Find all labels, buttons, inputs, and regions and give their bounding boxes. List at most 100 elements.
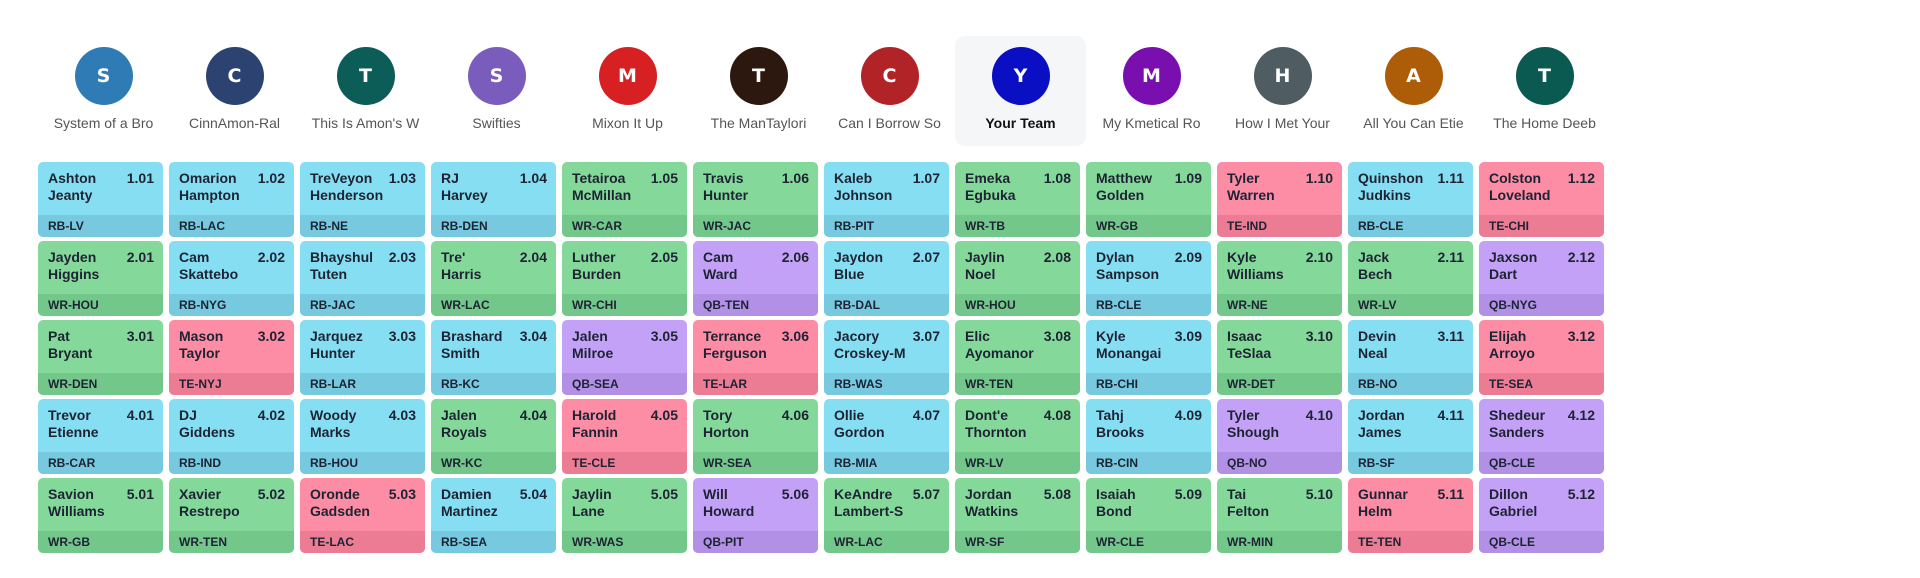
nfl-team-label: NYJ: [198, 377, 222, 391]
team-column-12[interactable]: T The Home Deeb: [1479, 36, 1610, 146]
player-name: Shedeur Sanders: [1489, 407, 1546, 440]
pick-card[interactable]: Mason Taylor 3.02 TE-NYJ: [169, 320, 294, 395]
pick-card[interactable]: Kyle Monangai 3.09 RB-CHI: [1086, 320, 1211, 395]
pick-card[interactable]: Tyler Shough 4.10 QB-NO: [1217, 399, 1342, 474]
pick-card[interactable]: TreVeyon Henderson 1.03 RB-NE: [300, 162, 425, 237]
position-team-label: RB-JAC: [300, 294, 425, 316]
pick-card[interactable]: Dont'e Thornton 4.08 WR-LV: [955, 399, 1080, 474]
team-column-4[interactable]: S Swifties: [431, 36, 562, 146]
player-name: Bhayshul Tuten: [310, 249, 374, 282]
pick-card[interactable]: Jarquez Hunter 3.03 RB-LAR: [300, 320, 425, 395]
pick-number: 4.03: [388, 407, 416, 423]
pick-card[interactable]: Jalen Royals 4.04 WR-KC: [431, 399, 556, 474]
pick-card[interactable]: Quinshon Judkins 1.11 RB-CLE: [1348, 162, 1473, 237]
pick-card[interactable]: Brashard Smith 3.04 RB-KC: [431, 320, 556, 395]
pick-number: 5.09: [1174, 486, 1202, 502]
team-column-3[interactable]: T This Is Amon's W: [300, 36, 431, 146]
pick-card[interactable]: DJ Giddens 4.02 RB-IND: [169, 399, 294, 474]
pick-card[interactable]: Elijah Arroyo 3.12 TE-SEA: [1479, 320, 1604, 395]
pick-card[interactable]: Kyle Williams 2.10 WR-NE: [1217, 241, 1342, 316]
pick-card[interactable]: Cam Skattebo 2.02 RB-NYG: [169, 241, 294, 316]
pick-card[interactable]: Jordan Watkins 5.08 WR-SF: [955, 478, 1080, 553]
team-column-9[interactable]: M My Kmetical Ro: [1086, 36, 1217, 146]
pick-number: 5.07: [912, 486, 940, 502]
separator: -: [1245, 456, 1249, 470]
pick-number: 3.12: [1567, 328, 1595, 344]
pick-card[interactable]: Jacory Croskey-M 3.07 RB-WAS: [824, 320, 949, 395]
pick-card[interactable]: Tory Horton 4.06 WR-SEA: [693, 399, 818, 474]
pick-card[interactable]: Jalen Milroe 3.05 QB-SEA: [562, 320, 687, 395]
pick-card[interactable]: Tai Felton 5.10 WR-MIN: [1217, 478, 1342, 553]
nfl-team-label: DAL: [855, 298, 881, 312]
pick-card[interactable]: Emeka Egbuka 1.08 WR-TB: [955, 162, 1080, 237]
team-column-10[interactable]: H How I Met Your: [1217, 36, 1348, 146]
pick-card[interactable]: Kaleb Johnson 1.07 RB-PIT: [824, 162, 949, 237]
pick-card[interactable]: Will Howard 5.06 QB-PIT: [693, 478, 818, 553]
pick-card[interactable]: Bhayshul Tuten 2.03 RB-JAC: [300, 241, 425, 316]
separator: -: [196, 219, 201, 233]
pick-card[interactable]: Woody Marks 4.03 RB-HOU: [300, 399, 425, 474]
team-column-11[interactable]: A All You Can Etie: [1348, 36, 1479, 146]
pick-card[interactable]: Jaylin Lane 5.05 WR-WAS: [562, 478, 687, 553]
position-label: TE: [1489, 377, 1505, 391]
pick-card[interactable]: Matthew Golden 1.09 WR-GB: [1086, 162, 1211, 237]
pick-card[interactable]: Ollie Gordon 4.07 RB-MIA: [824, 399, 949, 474]
pick-card[interactable]: Trevor Etienne 4.01 RB-CAR: [38, 399, 163, 474]
pick-card[interactable]: Tetairoa McMillan 1.05 WR-CAR: [562, 162, 687, 237]
player-name: Omarion Hampton: [179, 170, 240, 203]
pick-card[interactable]: Pat Bryant 3.01 WR-DEN: [38, 320, 163, 395]
pick-card[interactable]: KeAndre Lambert-S 5.07 WR-LAC: [824, 478, 949, 553]
pick-card[interactable]: RJ Harvey 1.04 RB-DEN: [431, 162, 556, 237]
team-column-2[interactable]: C CinnAmon-Ral: [169, 36, 300, 146]
pick-card[interactable]: Isaac TeSlaa 3.10 WR-DET: [1217, 320, 1342, 395]
player-name: Devin Neal: [1358, 328, 1397, 361]
team-column-6[interactable]: T The ManTaylori: [693, 36, 824, 146]
pick-card[interactable]: Jaylin Noel 2.08 WR-HOU: [955, 241, 1080, 316]
team-column-8[interactable]: Y Your Team: [955, 36, 1086, 146]
pick-card[interactable]: Harold Fannin 4.05 TE-CLE: [562, 399, 687, 474]
pick-card[interactable]: Jayden Higgins 2.01 WR-HOU: [38, 241, 163, 316]
pick-card[interactable]: Colston Loveland 1.12 TE-CHI: [1479, 162, 1604, 237]
pick-card[interactable]: Jaxson Dart 2.12 QB-NYG: [1479, 241, 1604, 316]
pick-card[interactable]: Damien Martinez 5.04 RB-SEA: [431, 478, 556, 553]
team-column-7[interactable]: C Can I Borrow So: [824, 36, 955, 146]
position-label: WR: [441, 456, 461, 470]
team-column-5[interactable]: M Mixon It Up: [562, 36, 693, 146]
pick-card[interactable]: Isaiah Bond 5.09 WR-CLE: [1086, 478, 1211, 553]
separator: -: [723, 456, 727, 470]
pick-card[interactable]: Jack Bech 2.11 WR-LV: [1348, 241, 1473, 316]
pick-card[interactable]: Dillon Gabriel 5.12 QB-CLE: [1479, 478, 1604, 553]
separator: -: [721, 535, 725, 549]
separator: -: [985, 377, 989, 391]
team-avatar: M: [598, 47, 657, 105]
pick-card[interactable]: Tahj Brooks 4.09 RB-CIN: [1086, 399, 1211, 474]
pick-card[interactable]: Xavier Restrepo 5.02 WR-TEN: [169, 478, 294, 553]
nfl-team-label: LV: [989, 456, 1004, 470]
team-column-1[interactable]: S System of a Bro: [38, 36, 169, 146]
pick-card[interactable]: Travis Hunter 1.06 WR-JAC: [693, 162, 818, 237]
pick-card[interactable]: Ashton Jeanty 1.01 RB-LV: [38, 162, 163, 237]
pick-card[interactable]: Jordan James 4.11 RB-SF: [1348, 399, 1473, 474]
pick-card[interactable]: Tre' Harris 2.04 WR-LAC: [431, 241, 556, 316]
pick-card[interactable]: Tyler Warren 1.10 TE-IND: [1217, 162, 1342, 237]
pick-card[interactable]: Cam Ward 2.06 QB-TEN: [693, 241, 818, 316]
pick-card[interactable]: Gunnar Helm 5.11 TE-TEN: [1348, 478, 1473, 553]
pick-card[interactable]: Shedeur Sanders 4.12 QB-CLE: [1479, 399, 1604, 474]
pick-card[interactable]: Omarion Hampton 1.02 RB-LAC: [169, 162, 294, 237]
pick-card[interactable]: Devin Neal 3.11 RB-NO: [1348, 320, 1473, 395]
nfl-team-label: CIN: [1117, 456, 1139, 470]
nfl-team-label: MIN: [1251, 535, 1273, 549]
separator: -: [592, 535, 596, 549]
position-label: RB: [834, 298, 852, 312]
pick-card[interactable]: Elic Ayomanor 3.08 WR-TEN: [955, 320, 1080, 395]
round-row-4: Trevor Etienne 4.01 RB-CAR DJ Giddens 4.02 RB…: [38, 399, 1610, 474]
pick-card[interactable]: Jaydon Blue 2.07 RB-DAL: [824, 241, 949, 316]
position-label: WR: [48, 298, 68, 312]
position-label: WR: [834, 535, 854, 549]
pick-card[interactable]: Luther Burden 2.05 WR-CHI: [562, 241, 687, 316]
pick-card[interactable]: Dylan Sampson 2.09 RB-CLE: [1086, 241, 1211, 316]
pick-card[interactable]: Oronde Gadsden 5.03 TE-LAC: [300, 478, 425, 553]
pick-card[interactable]: Terrance Ferguson 3.06 TE-LAR: [693, 320, 818, 395]
pick-card[interactable]: Savion Williams 5.01 WR-GB: [38, 478, 163, 553]
player-name: Dillon Gabriel: [1489, 486, 1538, 519]
